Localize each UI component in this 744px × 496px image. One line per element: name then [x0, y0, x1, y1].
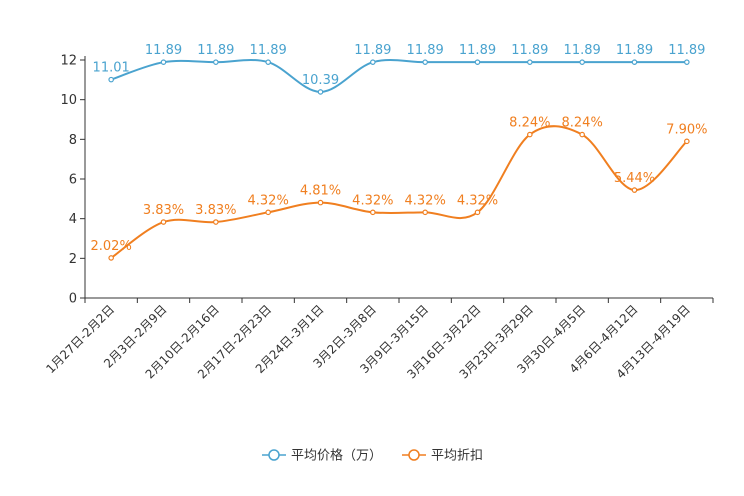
data-point[interactable]: [317, 89, 324, 95]
data-label: 11.01: [93, 61, 130, 76]
legend-marker-icon: [268, 449, 280, 461]
y-tick-label: 10: [60, 93, 77, 108]
y-tick-label: 12: [60, 54, 77, 69]
data-label: 11.89: [407, 43, 444, 58]
y-tick-label: 0: [69, 292, 77, 307]
legend-item-1[interactable]: 平均折扣: [402, 449, 483, 464]
data-point[interactable]: [317, 199, 324, 206]
legend: 平均价格（万） 平均折扣: [262, 448, 483, 464]
legend-marker-icon: [408, 449, 420, 461]
data-point[interactable]: [370, 209, 376, 216]
data-point[interactable]: [474, 209, 481, 216]
data-point[interactable]: [422, 209, 428, 216]
y-tick-label: 8: [69, 133, 77, 148]
data-point[interactable]: [474, 59, 481, 65]
data-label: 4.81%: [300, 184, 341, 199]
data-label: 5.44%: [614, 171, 655, 186]
data-label: 8.24%: [562, 116, 603, 131]
data-point[interactable]: [160, 219, 167, 225]
data-label: 11.89: [668, 43, 705, 58]
legend-label: 平均折扣: [431, 449, 483, 464]
data-point[interactable]: [108, 76, 114, 83]
data-point[interactable]: [213, 59, 219, 65]
series-line: [110, 59, 687, 93]
data-label: 8.24%: [509, 116, 550, 131]
data-point[interactable]: [422, 59, 428, 65]
data-point[interactable]: [213, 219, 219, 225]
series-layer: 11.01 11.89 11.89 11.89 10.39 11.89 11.89 11.89…: [91, 43, 707, 261]
data-label: 4.32%: [248, 193, 289, 208]
data-label: 3.83%: [195, 203, 236, 218]
data-label: 7.90%: [666, 122, 707, 137]
data-point[interactable]: [684, 138, 690, 145]
data-point[interactable]: [631, 59, 638, 65]
data-point[interactable]: [631, 187, 638, 193]
data-label: 11.89: [354, 43, 391, 58]
series-1: 2.02% 3.83% 3.83% 4.32% 4.81% 4.32% 4.32% 4.32%…: [91, 116, 707, 261]
legend-item-0[interactable]: 平均价格（万）: [262, 448, 382, 464]
data-label: 11.89: [459, 43, 496, 58]
data-label: 4.32%: [457, 193, 498, 208]
data-label: 11.89: [616, 43, 653, 58]
data-label: 4.32%: [352, 193, 393, 208]
data-point[interactable]: [370, 59, 376, 65]
series-line: [110, 125, 688, 259]
data-point[interactable]: [108, 255, 114, 261]
data-point[interactable]: [160, 59, 167, 65]
data-label: 3.83%: [143, 203, 184, 218]
data-label: 4.32%: [405, 193, 446, 208]
y-tick-label: 2: [69, 252, 77, 267]
data-point[interactable]: [265, 209, 271, 216]
data-point[interactable]: [579, 131, 585, 138]
data-label: 11.89: [197, 43, 234, 58]
data-label: 11.89: [511, 43, 548, 58]
data-label: 10.39: [302, 73, 339, 88]
data-point[interactable]: [265, 59, 271, 65]
data-label: 11.89: [564, 43, 601, 58]
data-point[interactable]: [579, 59, 585, 65]
data-point[interactable]: [527, 59, 533, 65]
y-tick-label: 6: [69, 173, 77, 188]
data-point[interactable]: [684, 59, 690, 65]
data-label: 2.02%: [91, 239, 132, 254]
legend-label: 平均价格（万）: [291, 448, 382, 464]
series-0: 11.01 11.89 11.89 11.89 10.39 11.89 11.89 11.89…: [93, 43, 705, 95]
data-label: 11.89: [145, 43, 182, 58]
data-label: 11.89: [250, 43, 287, 58]
data-point[interactable]: [527, 131, 533, 138]
y-tick-label: 4: [69, 212, 77, 227]
